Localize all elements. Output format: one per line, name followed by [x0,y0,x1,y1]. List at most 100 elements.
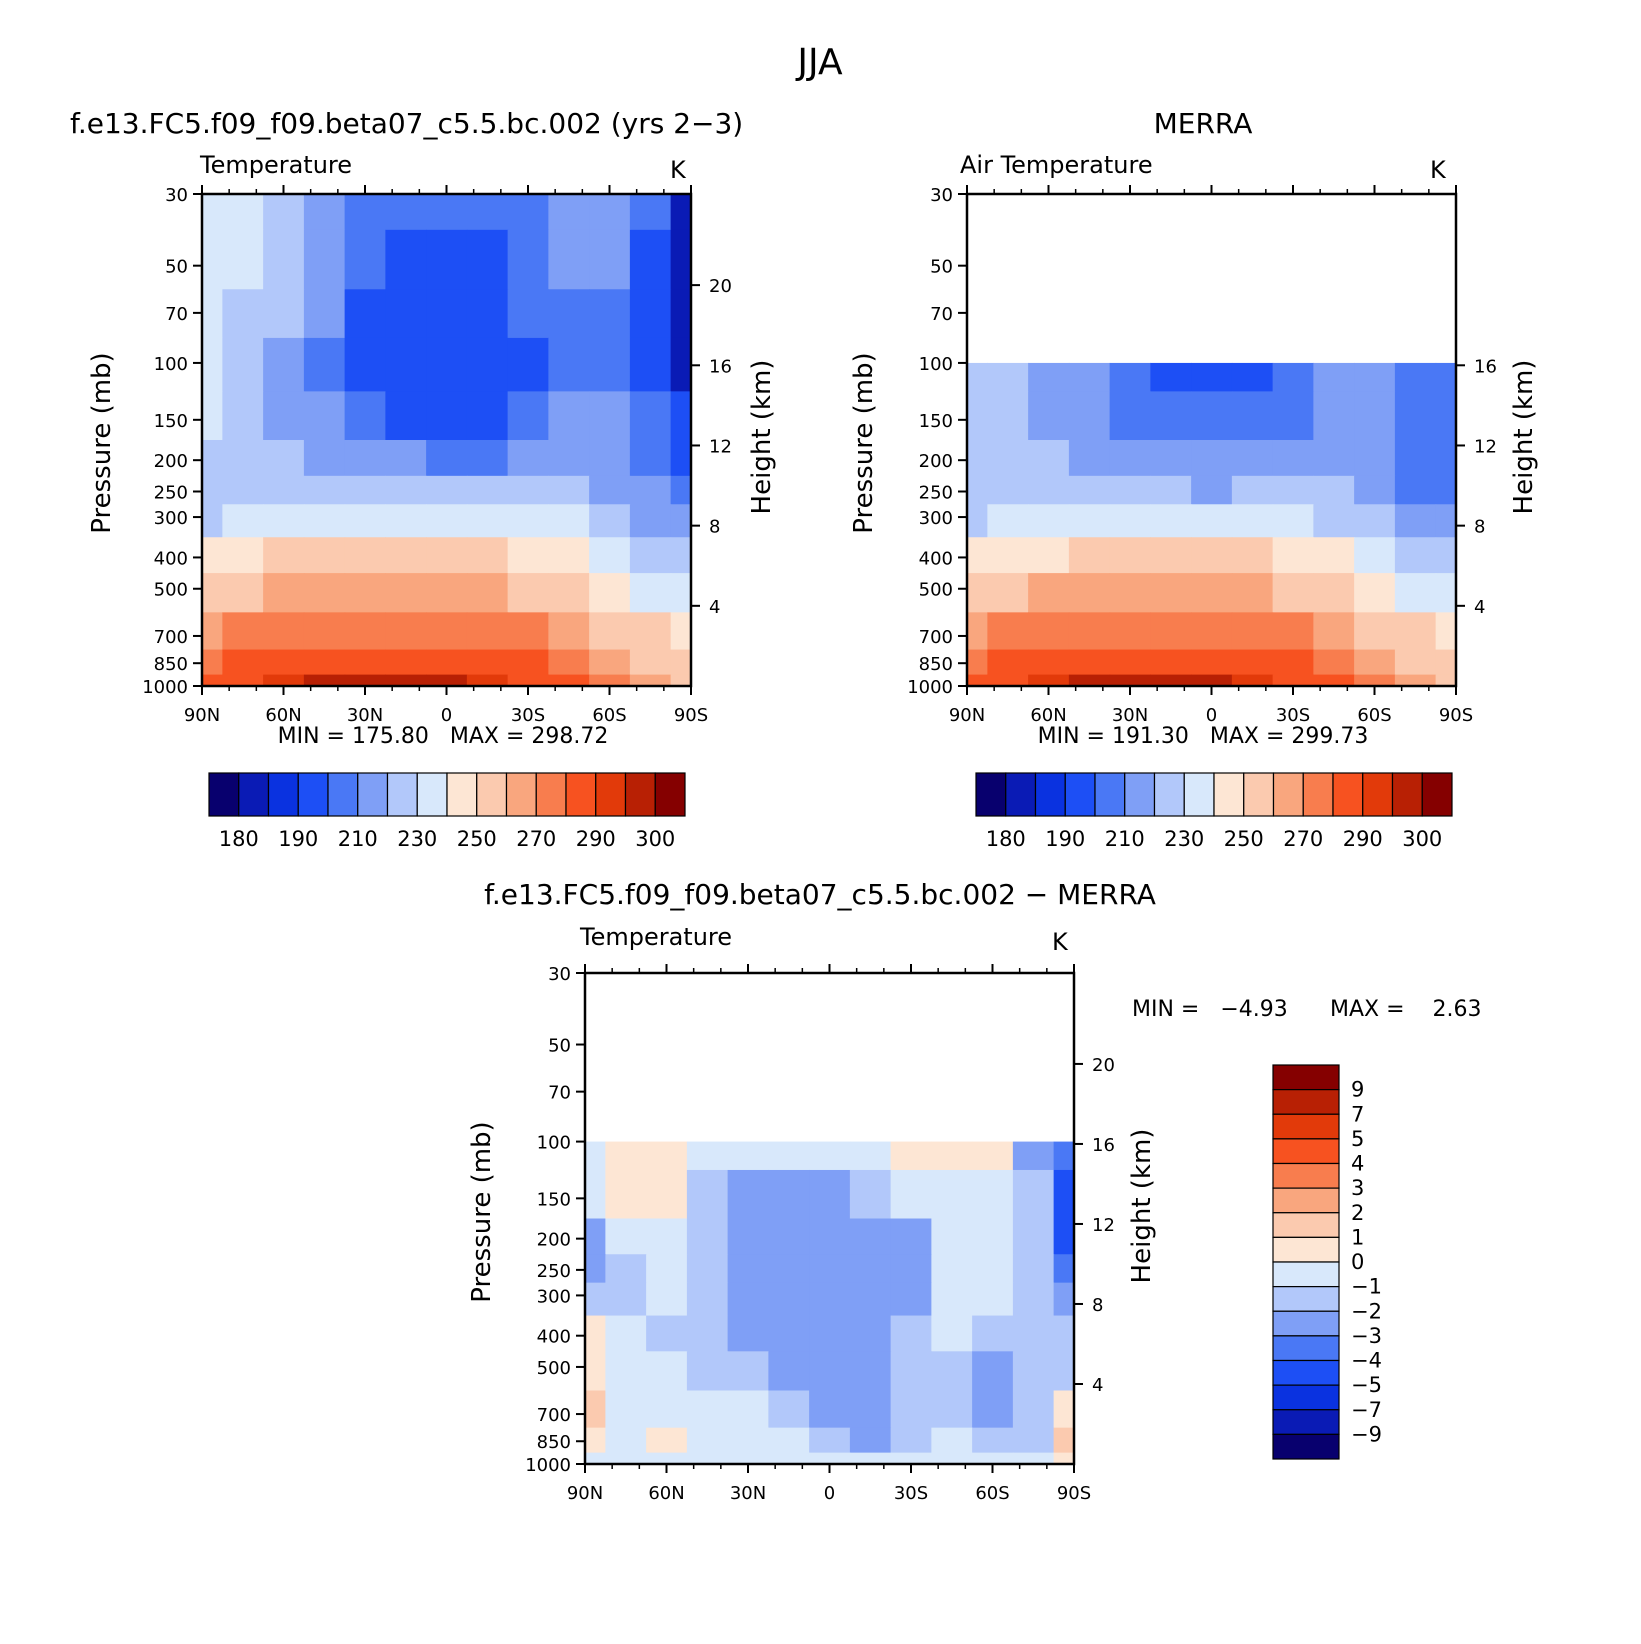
y-tick-label: 500 [537,1358,571,1379]
data-cell [809,1315,851,1352]
data-cell [987,504,1029,538]
colorbar-box [1272,1113,1340,1140]
data-cell [344,504,386,538]
data-cell [890,1427,932,1454]
data-cell [646,1452,688,1465]
x-tick-label: 30S [1276,705,1310,726]
data-cell [629,537,672,574]
data-cell [987,391,1029,441]
y-tick-label: 850 [919,654,953,675]
data-cell [1313,674,1355,687]
data-cell [605,1452,647,1465]
data-cell [1012,1169,1055,1220]
data-cell [1150,649,1192,676]
data-cell [1150,674,1192,687]
data-cell [1231,649,1274,676]
x-tick-label: 0 [441,705,452,726]
data-cell [849,1390,892,1429]
colorbar-label: −3 [1351,1324,1382,1348]
data-cell [849,1282,892,1317]
data-cell [890,1315,932,1352]
data-cell [222,612,264,651]
data-cell [1068,475,1111,505]
data-cell [426,674,468,687]
data-cell [222,229,264,290]
y-tick-label: 850 [537,1432,571,1453]
y2-tick-label: 16 [1474,356,1497,377]
data-cell [589,537,631,574]
data-cell [972,1315,1014,1352]
data-cell [1012,1141,1055,1171]
data-cell [727,1390,769,1429]
data-cell [1068,612,1111,651]
y2-tick-label: 12 [1474,436,1497,457]
data-cell [967,475,988,505]
plot-area: 90N 60N 30N 0 30S 60S 90S 30 50 70 100 150 200 250 300… [907,185,1497,726]
data-cell [605,1254,647,1284]
x-tick-label: 30N [1112,705,1148,726]
data-cell [1435,649,1457,676]
data-cell [967,537,988,574]
data-cell [426,337,468,392]
data-cell [768,1427,810,1454]
data-cell [1313,362,1355,392]
data-cell [263,612,305,651]
data-cell [507,391,549,441]
colorbar-box [1272,1310,1340,1337]
data-cell [1231,391,1274,441]
data-cell [385,337,427,392]
data-cell [1394,537,1437,574]
colorbar-box [565,772,597,817]
data-cell [629,674,672,687]
data-cell [1068,573,1111,613]
data-cell [1068,391,1111,441]
data-cell [686,1315,729,1352]
data-cell [1354,573,1396,613]
panel-difference: f.e13.FC5.f09_f09.beta07_c5.5.bc.002 − M… [467,878,1482,1504]
main-title: JJA [795,42,843,83]
data-cell [1354,674,1396,687]
data-cell [202,649,223,676]
colorbar-box [446,772,478,817]
min-stat: MIN = −4.93 [1132,997,1288,1022]
data-cell [629,612,672,651]
data-cell [629,337,672,392]
colorbar-box [1272,1138,1340,1165]
y-tick-label: 250 [537,1261,571,1282]
colorbar-box [1421,772,1453,817]
data-cell [987,649,1029,676]
colorbar-label: 210 [338,827,378,851]
colorbar-label: −4 [1351,1349,1382,1373]
data-cell [426,229,468,290]
data-cell [385,391,427,441]
data-cell [987,573,1029,613]
data-cell [466,674,509,687]
colorbar-box [1272,1064,1340,1091]
data-cell [670,573,692,613]
colorbar-box [624,772,656,817]
data-cell [1012,1282,1055,1317]
plot-area: 90N 60N 30N 0 30S 60S 90S 30 50 70 100 150 200 250 300… [142,185,732,726]
data-cell [1109,537,1151,574]
data-cell [385,229,427,290]
data-cell [222,674,264,687]
data-cell [768,1315,810,1352]
data-cell [385,537,427,574]
data-cell [972,1452,1014,1465]
data-cell [768,1254,810,1284]
colorbar-label: 270 [516,827,556,851]
data-cell [303,504,346,538]
y-tick-label: 200 [154,451,188,472]
y-tick-label: 50 [930,257,953,278]
data-cell [466,391,509,441]
data-cell [686,1218,729,1255]
data-cell [1394,504,1437,538]
panel-title: f.e13.FC5.f09_f09.beta07_c5.5.bc.002 − M… [484,878,1156,911]
x-tick-label: 60S [975,1483,1009,1504]
data-cell [426,573,468,613]
colorbar-box [1272,1384,1340,1411]
colorbar-box [1332,772,1364,817]
y-tick-label: 250 [919,482,953,503]
data-cell [1053,1351,1075,1392]
